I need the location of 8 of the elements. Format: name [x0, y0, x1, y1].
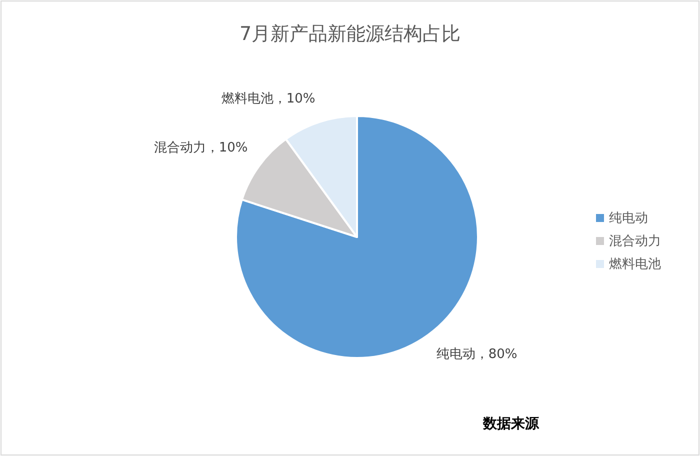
text: 数据来源: [482, 416, 540, 432]
legend-label: 混合动力: [609, 234, 661, 249]
chart-title: 7月新产品新能源结构占比: [239, 23, 461, 45]
legend-label: 纯电动: [609, 211, 648, 226]
data-label: 混合动力，10%: [154, 140, 248, 156]
data-label: 燃料电池，10%: [221, 92, 316, 107]
legend-label: 燃料电池: [609, 257, 661, 272]
data-label: 纯电动，80%: [436, 347, 518, 362]
